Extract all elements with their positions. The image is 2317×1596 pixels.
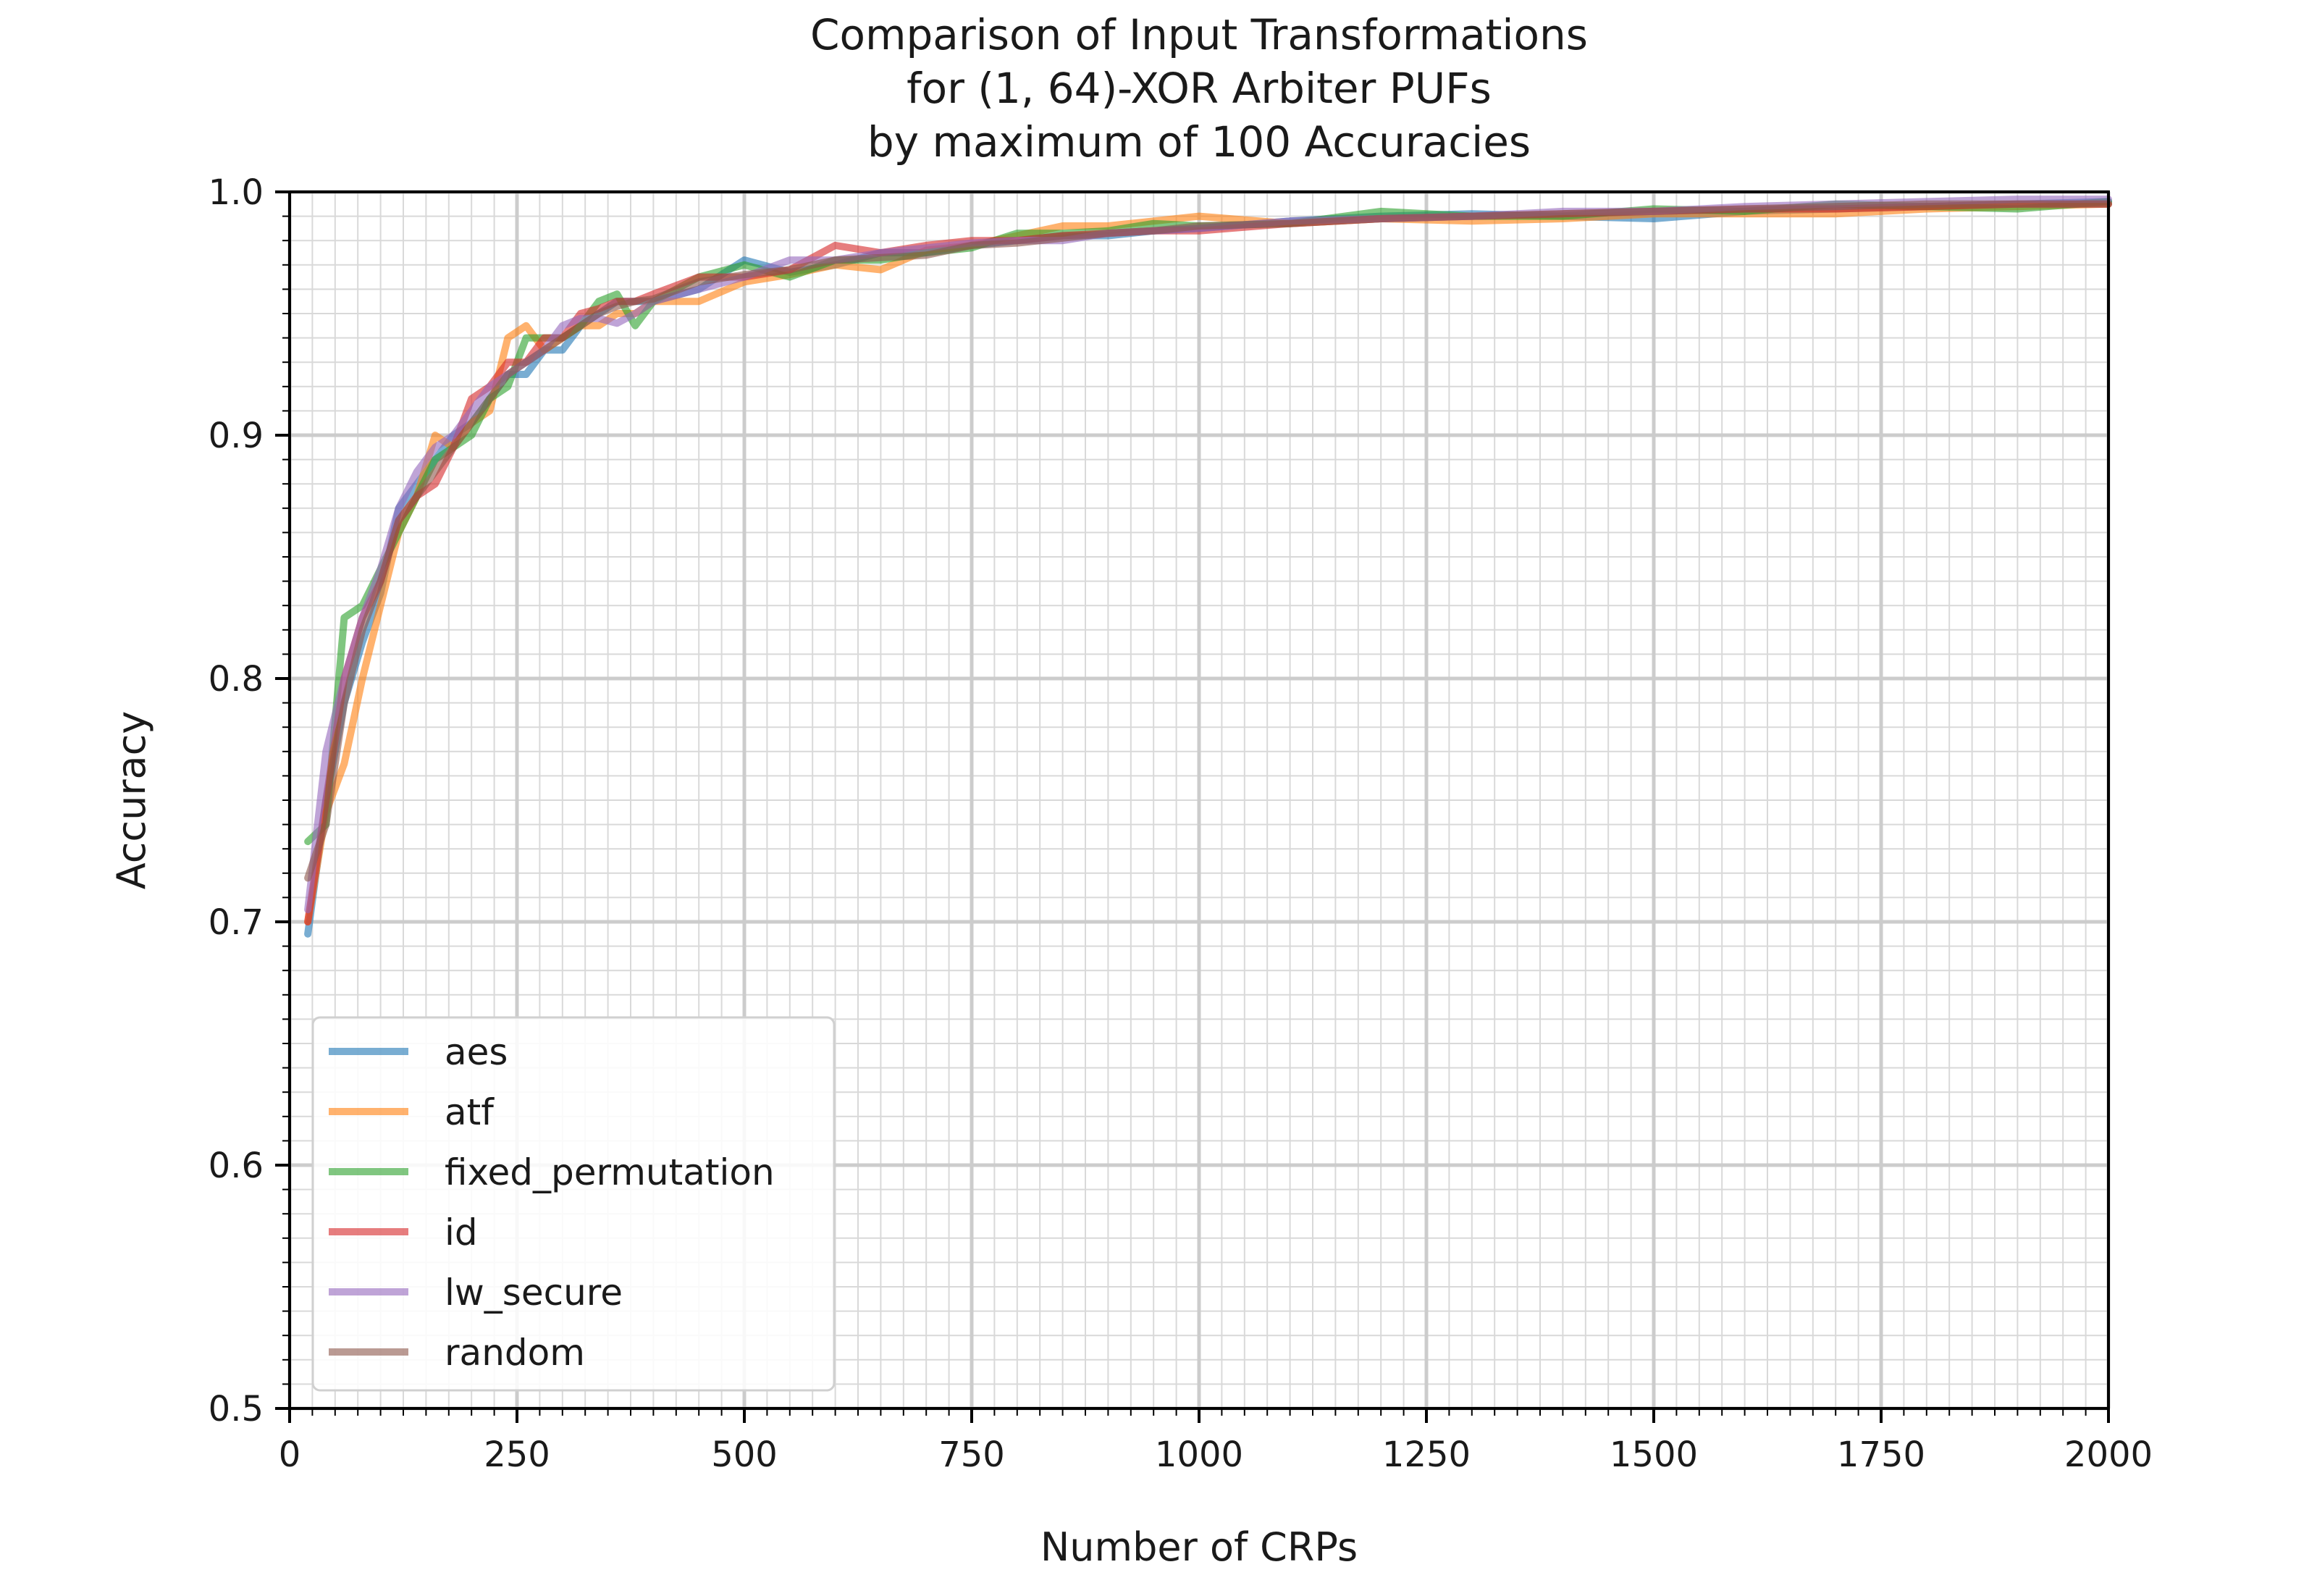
chart-title-line: Comparison of Input Transformations	[810, 10, 1588, 59]
chart-title-line: by maximum of 100 Accuracies	[867, 117, 1531, 167]
x-tick-label: 2000	[2064, 1435, 2153, 1475]
legend-label-id: id	[445, 1211, 478, 1253]
x-tick-label: 250	[484, 1435, 550, 1475]
y-tick-label: 0.6	[209, 1146, 264, 1186]
y-tick-label: 0.9	[209, 416, 264, 456]
legend-label-random: random	[445, 1332, 585, 1374]
chart-title-line: for (1, 64)-XOR Arbiter PUFs	[907, 64, 1492, 113]
x-tick-label: 0	[279, 1435, 301, 1475]
series-line-random	[304, 200, 2112, 882]
legend-box	[311, 1016, 836, 1392]
x-axis-label: Number of CRPs	[1040, 1524, 1358, 1570]
legend-label-atf: atf	[445, 1091, 495, 1133]
y-axis-label: Accuracy	[109, 711, 154, 890]
x-tick-label: 500	[711, 1435, 778, 1475]
y-tick-label: 1.0	[209, 172, 264, 213]
x-tick-label: 1250	[1382, 1435, 1471, 1475]
y-tick-label: 0.5	[209, 1389, 264, 1429]
y-tick-label: 0.8	[209, 659, 264, 700]
y-tick-label: 0.7	[209, 902, 264, 943]
legend-label-fixed_permutation: fixed_permutation	[445, 1151, 775, 1193]
series-line-atf	[304, 200, 2112, 925]
legend-label-lw_secure: lw_secure	[445, 1272, 623, 1314]
x-tick-label: 1500	[1610, 1435, 1698, 1475]
legend-label-aes: aes	[445, 1031, 508, 1073]
x-tick-label: 1750	[1837, 1435, 1925, 1475]
x-tick-label: 1000	[1155, 1435, 1243, 1475]
x-tick-label: 750	[938, 1435, 1005, 1475]
